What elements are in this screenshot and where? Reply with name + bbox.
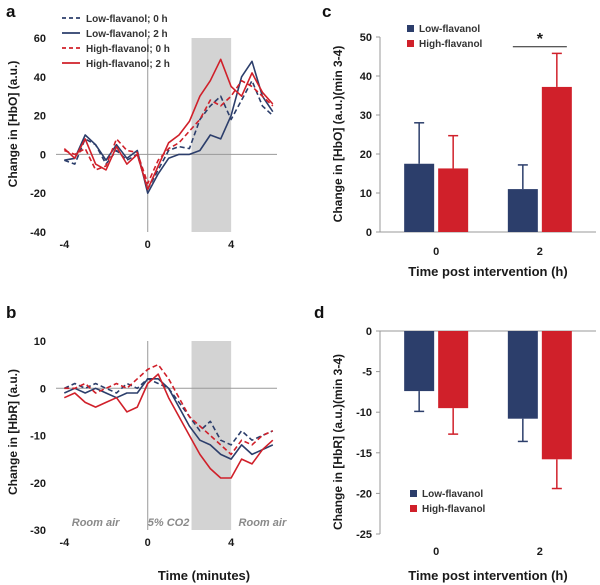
panel-a-series-high-0h-line [64, 79, 274, 185]
panel-d-bar-high-2h [541, 331, 572, 460]
panel-b-series-high-2h-line [63, 373, 274, 479]
panel-b-series-low-2h-line [63, 378, 274, 460]
panel-c-bar-high-0h [438, 168, 469, 232]
panel-label-a: a [6, 2, 16, 21]
panel-b-y-tick-label: 10 [34, 336, 46, 348]
panel-a-y-tick-label: 40 [34, 72, 46, 84]
panel-a-x-tick-label: 4 [228, 239, 235, 251]
panel-d-legend-label: High-flavanol [422, 504, 486, 515]
panel-d-category-label: 2 [537, 546, 543, 558]
panel-c-y-axis-label: Change in [HbO] (a.u.)(min 3-4) [331, 46, 345, 223]
panel-c-category-label: 2 [537, 246, 543, 258]
panel-label-c: c [322, 2, 331, 21]
panel-a-x-tick-label: 0 [145, 239, 151, 251]
panel-a-legend-label: Low-flavanol; 0 h [86, 14, 168, 25]
panel-c-bar-chart: c Change in [HbO] (a.u.)(min 3-4) Time p… [322, 2, 596, 279]
panel-c-bar-high-2h [541, 86, 572, 232]
panel-d-x-axis-label: Time post intervention (h) [408, 568, 567, 583]
panel-d-y-tick-label: -25 [356, 529, 372, 541]
panel-c-category-label: 0 [433, 246, 439, 258]
panel-c-significance-marker: * [537, 31, 544, 48]
panel-a-y-tick-label: 60 [34, 33, 46, 45]
panel-d-y-axis-label: Change in [HbR] (a.u.)(min 3-4) [331, 354, 345, 530]
panel-d-y-tick-label: -5 [362, 367, 372, 379]
panel-b-x-tick-label: -4 [59, 537, 70, 549]
panel-b-series-high-0h-line [64, 363, 274, 456]
panel-c-x-axis-label: Time post intervention (h) [408, 264, 567, 279]
panel-c-legend-label: High-flavanol [419, 39, 483, 50]
panel-b-co2-shaded-region [191, 341, 232, 530]
panel-d-bar-chart: d Change in [HbR] (a.u.)(min 3-4) Time p… [314, 303, 596, 583]
panel-c-y-tick-label: 40 [360, 71, 372, 83]
panel-b-x-tick-label: 0 [145, 537, 151, 549]
panel-d-bar-low-2h [507, 331, 538, 419]
panel-a-y-tick-label: -40 [30, 227, 46, 239]
panel-a-y-tick-label: 0 [40, 149, 46, 161]
panel-a-legend-label: Low-flavanol; 2 h [86, 29, 168, 40]
panel-c-y-tick-label: 50 [360, 32, 372, 44]
panel-d-legend-label: Low-flavanol [422, 489, 483, 500]
panel-b-x-tick-label: 4 [228, 537, 235, 549]
panel-c-y-tick-label: 20 [360, 149, 372, 161]
panel-d-legend-swatch [410, 505, 417, 512]
panel-b-y-tick-label: -20 [30, 478, 46, 490]
panel-b-y-tick-label: -30 [30, 525, 46, 537]
panel-c-legend-label: Low-flavanol [419, 24, 480, 35]
panel-d-y-tick-label: -20 [356, 488, 372, 500]
panel-b-x-axis-label: Time (minutes) [158, 568, 250, 583]
panel-b-y-axis-label: Change in [HbR] (a.u.) [6, 369, 20, 495]
panel-label-b: b [6, 303, 16, 322]
panel-c-y-tick-label: 30 [360, 110, 372, 122]
panel-b-annotation: 5% CO2 [148, 517, 190, 529]
panel-d-category-label: 0 [433, 546, 439, 558]
panel-b-line-chart: b Change in [HbR] (a.u.) Time (minutes) … [6, 303, 287, 583]
panel-a-legend-label: High-flavanol; 0 h [86, 44, 170, 55]
panel-d-y-tick-label: 0 [366, 326, 372, 338]
panel-d-y-tick-label: -15 [356, 448, 372, 460]
panel-a-series-low-2h-line [64, 60, 274, 194]
panel-b-annotation: Room air [239, 517, 287, 529]
panel-a-y-tick-label: -20 [30, 188, 46, 200]
panel-d-bar-low-0h [404, 331, 435, 392]
panel-d-bar-high-0h [438, 331, 469, 409]
panel-c-legend-swatch [407, 40, 414, 47]
panel-d-legend-swatch [410, 490, 417, 497]
panel-d-y-tick-label: -10 [356, 407, 372, 419]
panel-b-annotation: Room air [72, 517, 120, 529]
panel-a-line-chart: a Change in [HbO] (a.u.) -40-200204060-4… [6, 2, 277, 251]
panel-c-bar-low-0h [404, 163, 435, 232]
panel-a-series-high-2h-line [63, 58, 274, 191]
panel-a-legend-label: High-flavanol; 2 h [86, 59, 170, 70]
panel-c-y-tick-label: 10 [360, 188, 372, 200]
panel-b-y-tick-label: 0 [40, 383, 46, 395]
panel-b-y-tick-label: -10 [30, 431, 46, 443]
panel-c-y-tick-label: 0 [366, 227, 372, 239]
panel-c-bar-low-2h [507, 189, 538, 232]
panel-label-d: d [314, 303, 324, 322]
panel-a-y-tick-label: 20 [34, 111, 46, 123]
panel-a-x-tick-label: -4 [59, 239, 70, 251]
panel-a-y-axis-label: Change in [HbO] (a.u.) [6, 61, 20, 188]
panel-c-legend-swatch [407, 25, 414, 32]
